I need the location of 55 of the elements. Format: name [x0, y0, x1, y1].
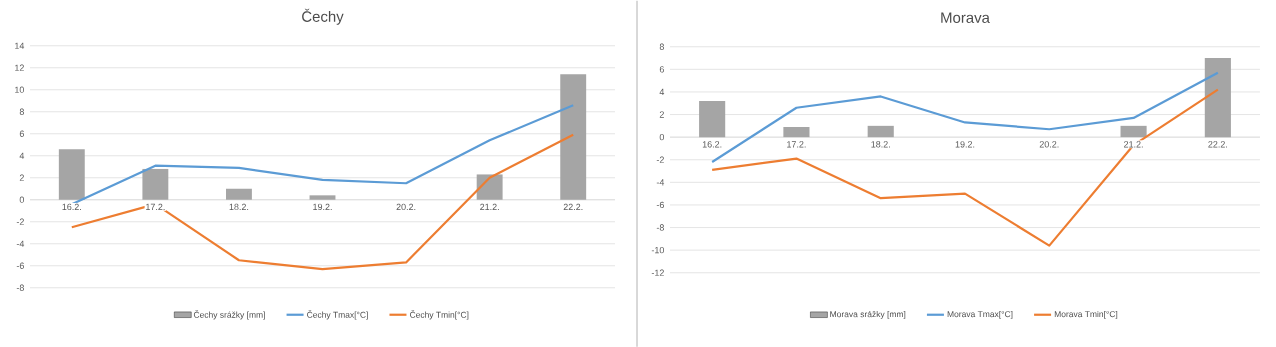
- bar: [560, 74, 587, 200]
- x-tick-label: 20.2.: [396, 203, 416, 210]
- bar: [1204, 57, 1231, 137]
- y-tick-label: -2: [656, 156, 664, 163]
- x-tick-label: 17.2.: [787, 140, 806, 148]
- bar: [58, 148, 85, 200]
- legend-label: Čechy Tmin[°C]: [410, 310, 469, 320]
- y-tick-label: 8: [659, 43, 664, 50]
- x-tick-label: 16.2.: [702, 140, 722, 148]
- y-tick-label: -10: [651, 246, 665, 254]
- y-tick-label: 0: [19, 196, 25, 203]
- y-tick-label: -12: [651, 269, 664, 276]
- x-tick-label: 18.2.: [229, 203, 249, 210]
- bar: [142, 168, 169, 200]
- bar: [309, 195, 336, 200]
- bar: [699, 100, 726, 137]
- y-tick-label: -8: [16, 284, 24, 291]
- bar: [783, 126, 810, 137]
- x-tick-label: 16.2.: [62, 203, 81, 210]
- x-tick-label: 17.2.: [146, 203, 165, 210]
- y-tick-label: 2: [19, 174, 24, 181]
- x-tick-label: 19.2.: [955, 140, 975, 148]
- legend-label: Čechy srážky [mm]: [193, 310, 265, 320]
- chart-title: Morava: [941, 12, 990, 23]
- bar: [225, 188, 252, 200]
- bar: [476, 174, 503, 200]
- y-tick-label: 0: [659, 133, 665, 141]
- x-tick-label: 22.2.: [563, 203, 583, 210]
- legend-label: Morava srážky [mm]: [830, 310, 906, 319]
- y-tick-label: 12: [15, 64, 24, 71]
- x-tick-label: 22.2.: [1208, 140, 1228, 148]
- bar: [1120, 125, 1147, 137]
- y-tick-label: -4: [656, 179, 665, 186]
- y-tick-label: 2: [659, 111, 664, 118]
- y-tick-label: 4: [659, 88, 665, 95]
- y-tick-label: 4: [19, 152, 25, 159]
- bar: [867, 125, 894, 137]
- y-tick-label: -2: [16, 218, 24, 225]
- legend-label: Morava Tmax[°C]: [947, 310, 1013, 319]
- x-tick-label: 19.2.: [313, 203, 332, 210]
- y-tick-label: -6: [656, 201, 664, 208]
- y-tick-label: -4: [16, 240, 25, 247]
- y-tick-label: 6: [659, 65, 664, 73]
- legend-label: Čechy Tmax[°C]: [307, 310, 368, 320]
- chart-title: Čechy: [302, 8, 344, 25]
- y-tick-label: 10: [15, 86, 25, 93]
- y-tick-label: -6: [16, 262, 24, 269]
- x-tick-label: 21.2.: [480, 203, 499, 210]
- x-tick-label: 20.2.: [1039, 140, 1059, 148]
- legend-label: Morava Tmin[°C]: [1054, 310, 1118, 319]
- y-tick-label: 14: [15, 42, 25, 49]
- y-tick-label: 8: [19, 108, 24, 115]
- y-tick-label: 6: [19, 130, 24, 137]
- x-tick-label: 18.2.: [871, 140, 890, 148]
- y-tick-label: -8: [656, 224, 664, 231]
